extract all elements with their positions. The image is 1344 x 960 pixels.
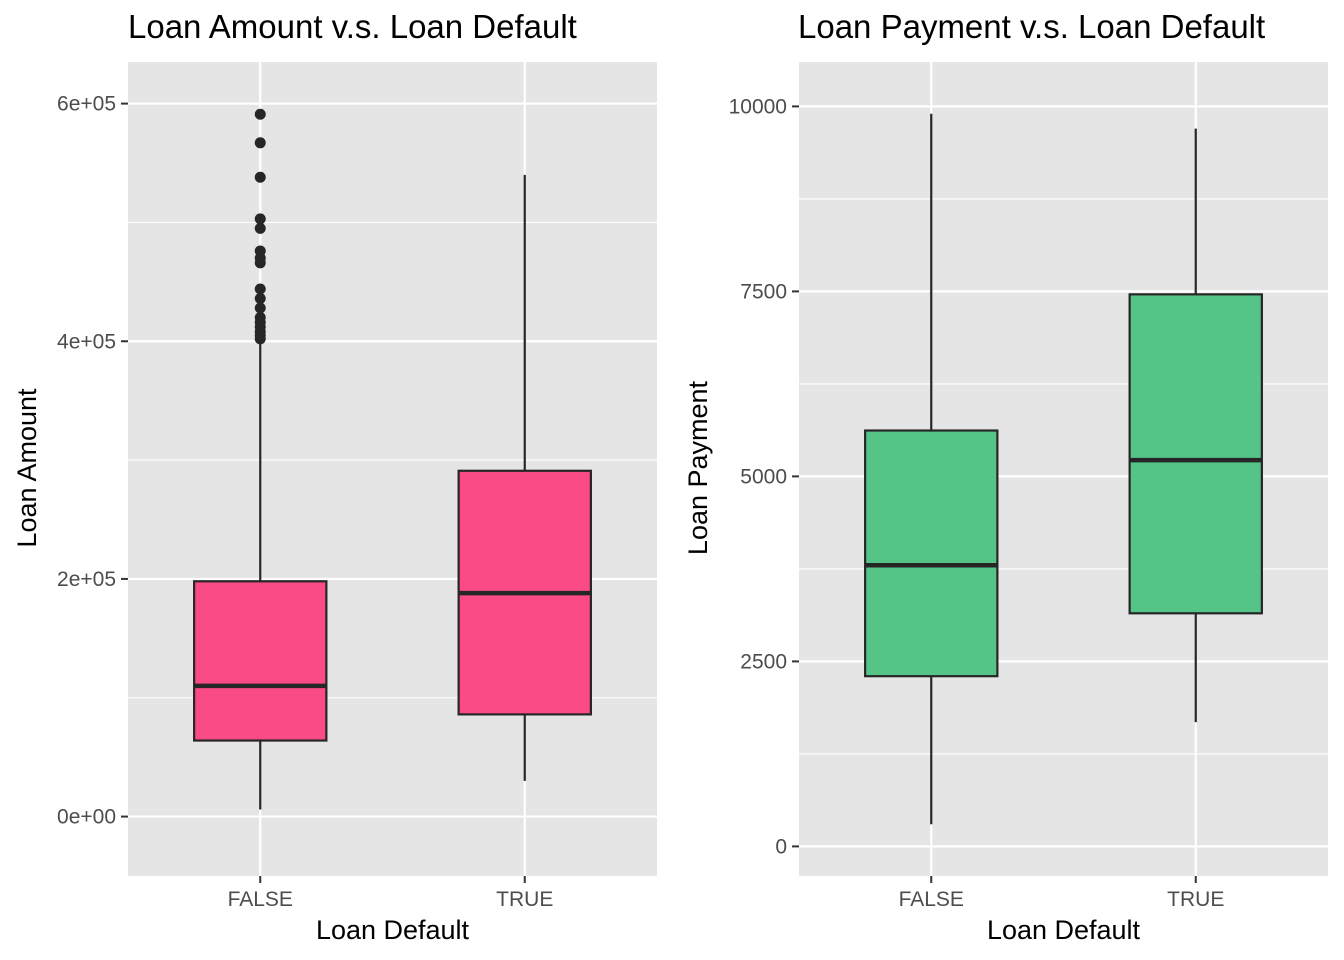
chart-loan-payment: Loan Payment v.s. Loan Default Loan Defa… xyxy=(683,8,1328,945)
outlier-point xyxy=(254,292,266,304)
y-tick-label: 7500 xyxy=(740,280,787,303)
plot-area: 0 2500 5000 7500 10000 FALSE TRUE xyxy=(729,62,1328,911)
y-tick-label: 10000 xyxy=(729,95,787,118)
boxplot-true xyxy=(1128,128,1263,723)
y-tick-label: 0 xyxy=(775,835,787,858)
outlier-point xyxy=(254,108,266,120)
y-tick-label: 6e+05 xyxy=(57,93,116,116)
outlier-point xyxy=(254,137,266,149)
y-axis-title: Loan Payment xyxy=(683,380,713,555)
outlier-point xyxy=(254,245,266,257)
outlier-point xyxy=(254,222,266,234)
y-tick-label: 5000 xyxy=(740,465,787,488)
y-tick-label: 4e+05 xyxy=(57,330,116,353)
outlier-point xyxy=(254,213,266,225)
chart-title: Loan Payment v.s. Loan Default xyxy=(798,8,1265,45)
chart-loan-amount: Loan Amount v.s. Loan Default Loan Defau… xyxy=(12,8,657,945)
x-axis-title: Loan Default xyxy=(987,915,1141,945)
x-tick-label: FALSE xyxy=(899,888,964,911)
y-tick-label: 0e+00 xyxy=(57,806,116,829)
iqr-box xyxy=(864,429,999,678)
plot-area: 0e+00 2e+05 4e+05 6e+05 FALSE TRUE xyxy=(57,62,657,911)
y-tick-label: 2e+05 xyxy=(57,568,116,591)
chart-title: Loan Amount v.s. Loan Default xyxy=(128,8,577,45)
x-tick-label: FALSE xyxy=(228,888,293,911)
boxplot-false xyxy=(864,113,999,825)
x-tick-label: TRUE xyxy=(1167,888,1224,911)
x-axis-title: Loan Default xyxy=(316,915,470,945)
x-tick-label: TRUE xyxy=(496,888,553,911)
outlier-point xyxy=(254,283,266,295)
iqr-box xyxy=(1128,293,1263,615)
iqr-box xyxy=(193,580,328,742)
outlier-point xyxy=(254,311,266,323)
outlier-point xyxy=(254,171,266,183)
y-axis-title: Loan Amount xyxy=(12,388,42,548)
boxplot-false xyxy=(193,108,328,810)
panel-background xyxy=(128,62,657,876)
y-tick-label: 2500 xyxy=(740,650,787,673)
outlier-point xyxy=(254,302,266,314)
boxplot-true xyxy=(457,174,592,781)
